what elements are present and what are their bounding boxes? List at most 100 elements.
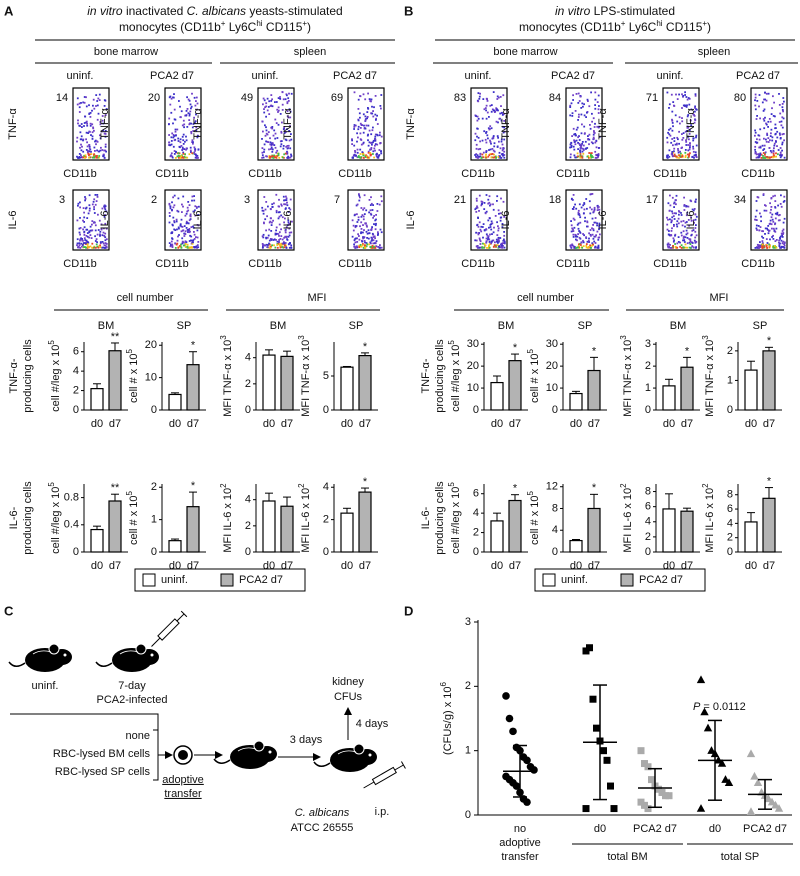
data-point <box>506 715 514 723</box>
flow-event <box>286 94 288 96</box>
y-tick-label: 1 <box>727 374 733 386</box>
bar <box>509 501 521 552</box>
flow-event <box>280 146 282 148</box>
flow-event <box>194 150 196 152</box>
flow-event <box>172 157 174 159</box>
flow-event <box>266 133 268 135</box>
flow-event <box>590 193 592 195</box>
flow-event <box>571 102 573 104</box>
flow-event <box>681 214 683 216</box>
flow-event <box>286 238 288 240</box>
bar <box>763 351 775 410</box>
text-part: MFI TNF-α x 10 <box>300 340 312 417</box>
flow-event <box>669 210 671 212</box>
flow-event <box>99 99 101 101</box>
flow-event <box>282 157 284 159</box>
y-tick-label: 10 <box>467 382 479 394</box>
flow-event <box>776 145 778 147</box>
flow-event <box>361 216 363 218</box>
flow-event <box>285 196 287 198</box>
flow-event <box>93 201 95 203</box>
flow-event <box>571 115 573 117</box>
y-tick-label: 8 <box>645 485 651 497</box>
flow-event <box>590 92 592 94</box>
y-tick-label: 2 <box>645 531 651 543</box>
flow-event <box>495 157 497 159</box>
flow-event <box>363 229 365 231</box>
flow-event <box>592 142 594 144</box>
flow-event <box>175 119 177 121</box>
flow-event <box>598 105 600 107</box>
flow-event <box>79 111 81 113</box>
flow-event <box>480 231 482 233</box>
flow-event <box>175 247 177 249</box>
flow-event <box>758 106 760 108</box>
flow-event <box>678 94 680 96</box>
flow-event <box>379 134 381 136</box>
y-axis-label: MFI IL-6 x 102 <box>701 483 716 553</box>
x-tick-label: PCA2 d7 <box>743 823 787 835</box>
flow-event <box>186 223 188 225</box>
flow-x-label: CD11b <box>556 168 589 180</box>
text-part: cell # x 10 <box>128 495 140 545</box>
flow-event <box>364 194 366 196</box>
flow-event <box>770 121 772 123</box>
flow-event <box>377 157 379 159</box>
gate-percentage: 71 <box>646 92 658 104</box>
flow-event <box>190 104 192 106</box>
flow-event <box>279 224 281 226</box>
flow-event <box>575 208 577 210</box>
flow-event <box>765 139 767 141</box>
x-tick-label: d7 <box>281 418 293 430</box>
flow-event <box>362 244 364 246</box>
flow-event <box>575 135 577 137</box>
flow-event <box>278 107 280 109</box>
text-part: 3 <box>701 335 710 340</box>
flow-event <box>189 231 191 233</box>
data-point <box>502 692 510 700</box>
flow-event <box>353 244 355 246</box>
flow-event <box>755 141 757 143</box>
interval-label: 4 days <box>356 718 389 730</box>
flow-event <box>92 204 94 206</box>
x-tick-label: d0 <box>263 560 275 572</box>
flow-event <box>774 231 776 233</box>
flow-event <box>482 98 484 100</box>
flow-event <box>502 153 504 155</box>
flow-event <box>671 227 673 229</box>
flow-event <box>574 204 576 206</box>
row-label: IL-6- <box>420 506 432 529</box>
flow-event <box>686 96 688 98</box>
flow-event <box>196 97 198 99</box>
text-part: MFI IL-6 x 10 <box>222 488 234 553</box>
flow-event <box>759 128 761 130</box>
flow-event <box>774 245 776 247</box>
gate-percentage: 17 <box>646 194 658 206</box>
flow-event <box>84 237 86 239</box>
text-part: 6 <box>439 681 448 686</box>
flow-event <box>176 219 178 221</box>
flow-event <box>80 138 82 140</box>
flow-event <box>352 219 354 221</box>
flow-event <box>773 247 775 249</box>
flow-event <box>495 215 497 217</box>
x-tick-label: d7 <box>509 418 521 430</box>
flow-event <box>681 247 683 249</box>
column-label: SP <box>349 320 364 332</box>
flow-event <box>496 121 498 123</box>
flow-event <box>279 231 281 233</box>
flow-event <box>279 211 281 213</box>
flow-event <box>478 98 480 100</box>
flow-event <box>360 153 362 155</box>
flow-event <box>762 149 764 151</box>
flow-event <box>86 132 88 134</box>
flow-event <box>82 220 84 222</box>
flow-event <box>354 214 356 216</box>
flow-event <box>684 152 686 154</box>
flow-event <box>275 247 277 249</box>
text-part: 5 <box>47 340 56 345</box>
flow-event <box>186 211 188 213</box>
flow-event <box>82 151 84 153</box>
flow-event <box>492 137 494 139</box>
